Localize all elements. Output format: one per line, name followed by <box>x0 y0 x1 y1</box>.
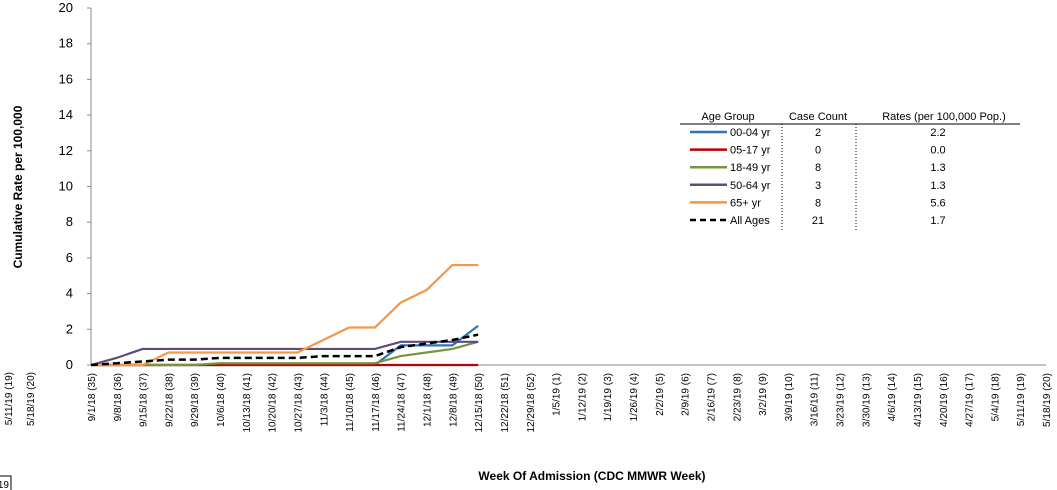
x-tick-label: 4/27/19 (17) <box>965 373 976 427</box>
x-tick-label: 1/5/19 (1) <box>552 373 563 416</box>
case-count: 3 <box>815 180 821 192</box>
x-tick-label: 1/26/19 (4) <box>629 373 640 421</box>
x-tick-label: 3/9/19 (10) <box>784 373 795 421</box>
x-tick-label: 11/24/18 (47) <box>397 373 408 432</box>
x-tick-label: 12/1/18 (48) <box>423 373 434 427</box>
x-tick-label: 11/10/18 (45) <box>345 373 356 432</box>
x-tick-label: 11/17/18 (46) <box>371 373 382 432</box>
x-axis-title: Week Of Admission (CDC MMWR Week) <box>478 469 705 483</box>
x-tick-label: 9/22/18 (38) <box>164 373 175 427</box>
rate: 1.3 <box>930 162 945 174</box>
y-tick-label: 2 <box>66 321 73 336</box>
x-tick-label: 9/29/18 (39) <box>190 373 201 427</box>
y-tick-label: 4 <box>66 286 73 301</box>
y-tick-label: 0 <box>66 357 73 372</box>
legend-label: 65+ yr <box>730 197 761 209</box>
y-tick-label: 20 <box>59 0 73 15</box>
x-tick-label: 10/6/18 (40) <box>216 373 227 427</box>
x-tick-label: 9/8/18 (36) <box>113 373 124 421</box>
x-tick-label: 2/16/19 (7) <box>706 373 717 421</box>
x-tick-label: 5/4/19 (18) <box>990 373 1001 421</box>
fragment-box <box>0 475 12 490</box>
x-tick-label: 12/15/18 (50) <box>474 373 485 433</box>
x-tick-label: 11/3/18 (44) <box>319 373 330 426</box>
y-tick-label: 18 <box>59 36 73 51</box>
case-count: 8 <box>815 197 821 209</box>
x-tick-label: 4/13/19 (15) <box>913 373 924 427</box>
x-tick-label: 3/23/19 (12) <box>836 373 847 427</box>
legend-label: 18-49 yr <box>730 162 771 174</box>
series-line <box>90 333 479 367</box>
x-tick-label: 9/15/18 (37) <box>139 373 150 427</box>
series-line <box>91 263 479 367</box>
rate: 2.2 <box>930 127 945 139</box>
case-count: 2 <box>815 127 821 139</box>
x-tick-label: 1/19/19 (3) <box>603 373 614 421</box>
series-line <box>90 340 479 367</box>
y-axis-title: Cumulative Rate per 100,000 <box>11 105 25 268</box>
rate: 1.3 <box>930 180 945 192</box>
x-tick-label: 5/18/19 (20) <box>1042 373 1053 427</box>
table-header: Age Group <box>701 111 754 123</box>
x-tick-label: 12/29/18 (52) <box>526 373 537 433</box>
series-line <box>91 340 479 367</box>
fragment-label: 5/11/19 (19) <box>4 372 15 425</box>
case-count: 21 <box>812 215 824 227</box>
y-tick-label: 10 <box>59 179 73 194</box>
table-header: Rates (per 100,000 Pop.) <box>882 111 1006 123</box>
legend-label: 00-04 yr <box>730 127 771 139</box>
legend-label: 50-64 yr <box>730 180 771 192</box>
x-tick-label: 3/30/19 (13) <box>861 373 872 427</box>
y-tick-label: 14 <box>59 107 73 122</box>
legend-label: All Ages <box>730 215 770 227</box>
x-tick-label: 2/9/19 (6) <box>681 373 692 416</box>
x-tick-label: 10/27/18 (43) <box>293 373 304 433</box>
rate: 1.7 <box>930 215 945 227</box>
x-tick-label: 4/20/19 (16) <box>939 373 950 427</box>
x-tick-label: 2/2/19 (5) <box>655 373 666 416</box>
rate: 0.0 <box>930 145 945 157</box>
y-tick-label: 12 <box>59 143 73 158</box>
fragment-text: 19 <box>0 480 9 490</box>
y-tick-label: 6 <box>66 250 73 265</box>
x-tick-label: 5/11/19 (19) <box>1016 373 1027 426</box>
case-count: 0 <box>815 145 821 157</box>
y-tick-label: 8 <box>66 214 73 229</box>
x-tick-label: 10/20/18 (42) <box>268 373 279 433</box>
rate: 5.6 <box>930 197 945 209</box>
y-tick-label: 16 <box>59 71 73 86</box>
x-tick-label: 12/22/18 (51) <box>500 373 511 433</box>
x-tick-label: 3/16/19 (11) <box>810 373 821 426</box>
x-tick-label: 12/8/18 (49) <box>448 373 459 427</box>
x-tick-label: 2/23/19 (8) <box>732 373 743 421</box>
x-tick-label: 3/2/19 (9) <box>758 373 769 416</box>
x-tick-label: 10/13/18 (41) <box>242 373 253 433</box>
x-tick-label: 1/12/19 (2) <box>577 373 588 421</box>
x-tick-label: 9/1/18 (35) <box>87 373 98 421</box>
x-tick-label: 4/6/19 (14) <box>887 373 898 421</box>
case-count: 8 <box>815 162 821 174</box>
legend-label: 05-17 yr <box>730 145 771 157</box>
fragment-label: 5/18/19 (20) <box>26 372 37 426</box>
table-header: Case Count <box>789 111 847 123</box>
